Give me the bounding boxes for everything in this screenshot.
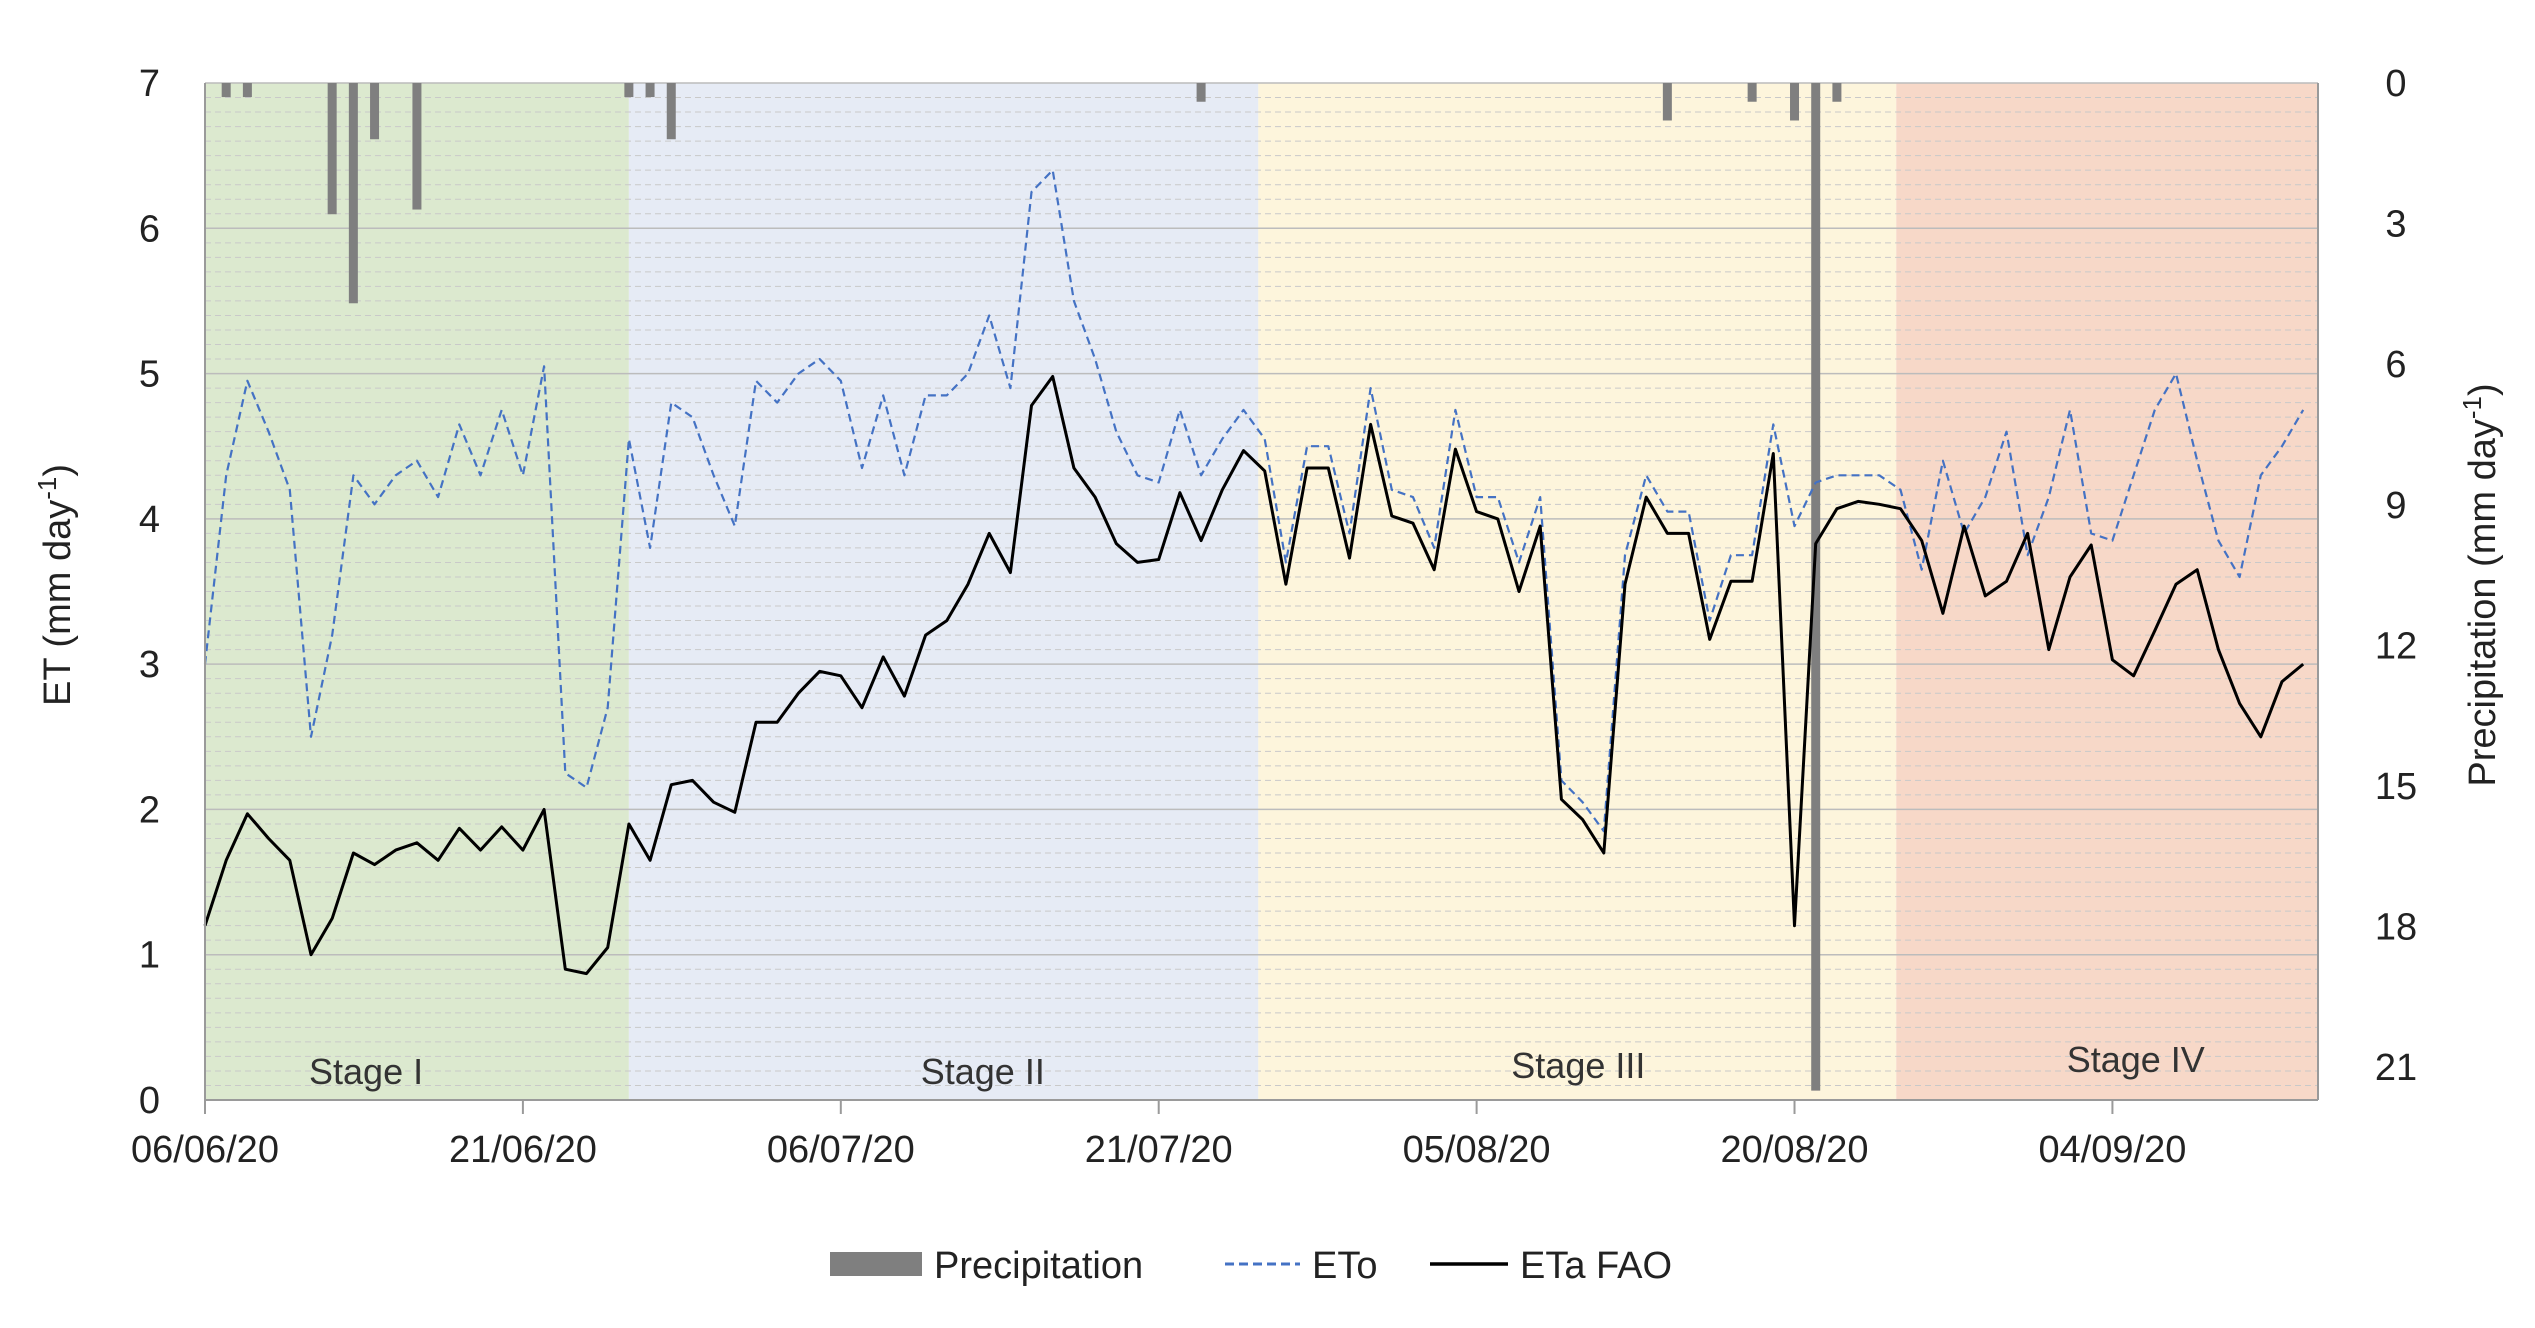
y-left-tick-label: 1 xyxy=(139,935,160,977)
precipitation-bars xyxy=(221,83,1842,1091)
y-left-tick-label: 7 xyxy=(139,63,160,105)
y-right-tick-label: 9 xyxy=(2385,485,2406,527)
y-right-tick-label: 15 xyxy=(2375,766,2417,808)
eta-fao-line xyxy=(203,375,2305,976)
gridlines xyxy=(205,82,2318,1101)
y-left-axis-title: ET (mm day-1) xyxy=(32,464,79,706)
x-tick-label: 21/06/20 xyxy=(449,1129,597,1171)
y-left-tick-label: 3 xyxy=(139,644,160,686)
y-left-tick-label: 4 xyxy=(139,499,160,541)
stage-labels: Stage I Stage II Stage III Stage IV xyxy=(309,1039,2205,1092)
axes xyxy=(204,83,2319,1114)
y-right-tick-label: 3 xyxy=(2385,204,2406,246)
eto-line xyxy=(203,169,2305,833)
stage-bands xyxy=(205,83,2318,1100)
x-tick-label: 04/09/20 xyxy=(2038,1129,2186,1171)
y-right-tick-label: 21 xyxy=(2375,1047,2417,1089)
stage-label-2: Stage II xyxy=(921,1051,1045,1092)
x-tick-label: 06/07/20 xyxy=(767,1129,915,1171)
y-left-tick-label: 2 xyxy=(139,789,160,831)
y-left-tick-label: 0 xyxy=(139,1080,160,1122)
y-right-tick-label: 12 xyxy=(2375,625,2417,667)
precipitation-bar xyxy=(1196,83,1206,102)
y-left-tick-label: 5 xyxy=(139,354,160,396)
precipitation-bar xyxy=(1790,83,1800,121)
x-tick-label: 21/07/20 xyxy=(1085,1129,1233,1171)
precipitation-bar xyxy=(242,83,252,98)
precipitation-bar xyxy=(666,83,676,140)
legend-eta-label: ETa FAO xyxy=(1520,1245,1672,1287)
legend-precipitation-swatch xyxy=(830,1252,922,1276)
legend-precipitation-label: Precipitation xyxy=(934,1245,1143,1287)
precipitation-bar xyxy=(624,83,634,98)
precipitation-bar xyxy=(1747,83,1757,102)
precipitation-bar xyxy=(1662,83,1672,121)
precipitation-bar xyxy=(221,83,231,98)
precipitation-bar xyxy=(1832,83,1842,102)
y-right-tick-label: 0 xyxy=(2385,63,2406,105)
precipitation-bar xyxy=(412,83,422,210)
y-right-tick-label: 6 xyxy=(2385,344,2406,386)
precipitation-bar xyxy=(348,83,358,304)
tick-labels: 06/06/20 21/06/20 06/07/20 21/07/20 05/08/20… xyxy=(131,63,2417,1171)
stage-band-2 xyxy=(628,83,1259,1100)
precipitation-bar xyxy=(645,83,655,98)
y-right-axis-title: Precipitation (mm day-1) xyxy=(2457,383,2504,786)
legend-eto-label: ETo xyxy=(1312,1245,1377,1287)
x-tick-label: 20/08/20 xyxy=(1721,1129,1869,1171)
stage-label-1: Stage I xyxy=(309,1051,423,1092)
y-left-tick-label: 6 xyxy=(139,208,160,250)
stage-label-3: Stage III xyxy=(1511,1045,1645,1086)
legend: Precipitation ETo ETa FAO xyxy=(830,1245,1672,1287)
x-tick-label: 06/06/20 xyxy=(131,1129,279,1171)
stage-label-4: Stage IV xyxy=(2067,1039,2205,1080)
x-tick-label: 05/08/20 xyxy=(1403,1129,1551,1171)
y-right-tick-label: 18 xyxy=(2375,907,2417,949)
precipitation-bar xyxy=(1811,83,1821,1091)
precipitation-bar xyxy=(327,83,337,215)
precipitation-bar xyxy=(370,83,380,140)
et-lines xyxy=(203,169,2305,976)
